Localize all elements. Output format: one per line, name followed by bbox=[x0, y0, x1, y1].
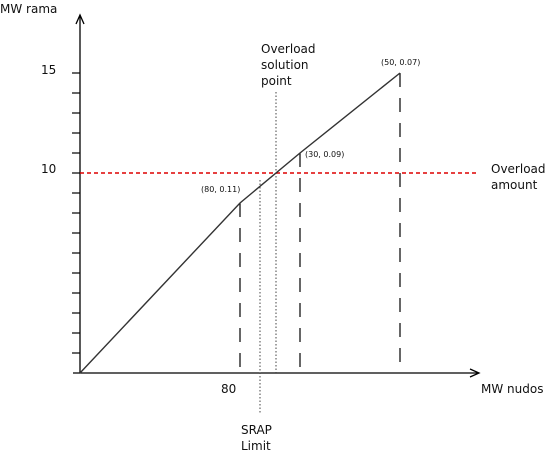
point-label-50-0.07: (50, 0.07) bbox=[381, 58, 420, 67]
drop-lines bbox=[239, 73, 401, 373]
x-tick-label-80: 80 bbox=[221, 382, 236, 396]
point-label-30-0.09: (30, 0.09) bbox=[305, 150, 344, 159]
overload-solution-label: solution bbox=[261, 58, 309, 72]
y-axis-arrowhead bbox=[75, 13, 85, 25]
reference-lines bbox=[80, 92, 478, 414]
y-axis-label: MW rama bbox=[0, 2, 57, 16]
x-axis-label: MW nudos bbox=[481, 382, 543, 396]
point-label-80-0.11: (80, 0.11) bbox=[201, 185, 240, 194]
x-axis-arrowhead bbox=[469, 368, 481, 378]
y-tick-label-10: 10 bbox=[41, 162, 56, 176]
overload-solution-label: point bbox=[261, 74, 292, 88]
srap-limit-label: Limit bbox=[241, 439, 271, 453]
overload-amount-label: amount bbox=[491, 178, 538, 192]
series-layer bbox=[79, 72, 401, 374]
overload-amount-label: Overload bbox=[491, 162, 546, 176]
srap-limit-label: SRAP bbox=[241, 423, 272, 437]
y-tick-label-15: 15 bbox=[41, 63, 56, 77]
series-line bbox=[79, 72, 401, 374]
y-axis-ticks bbox=[72, 72, 80, 354]
overload-solution-label: Overload bbox=[261, 42, 316, 56]
